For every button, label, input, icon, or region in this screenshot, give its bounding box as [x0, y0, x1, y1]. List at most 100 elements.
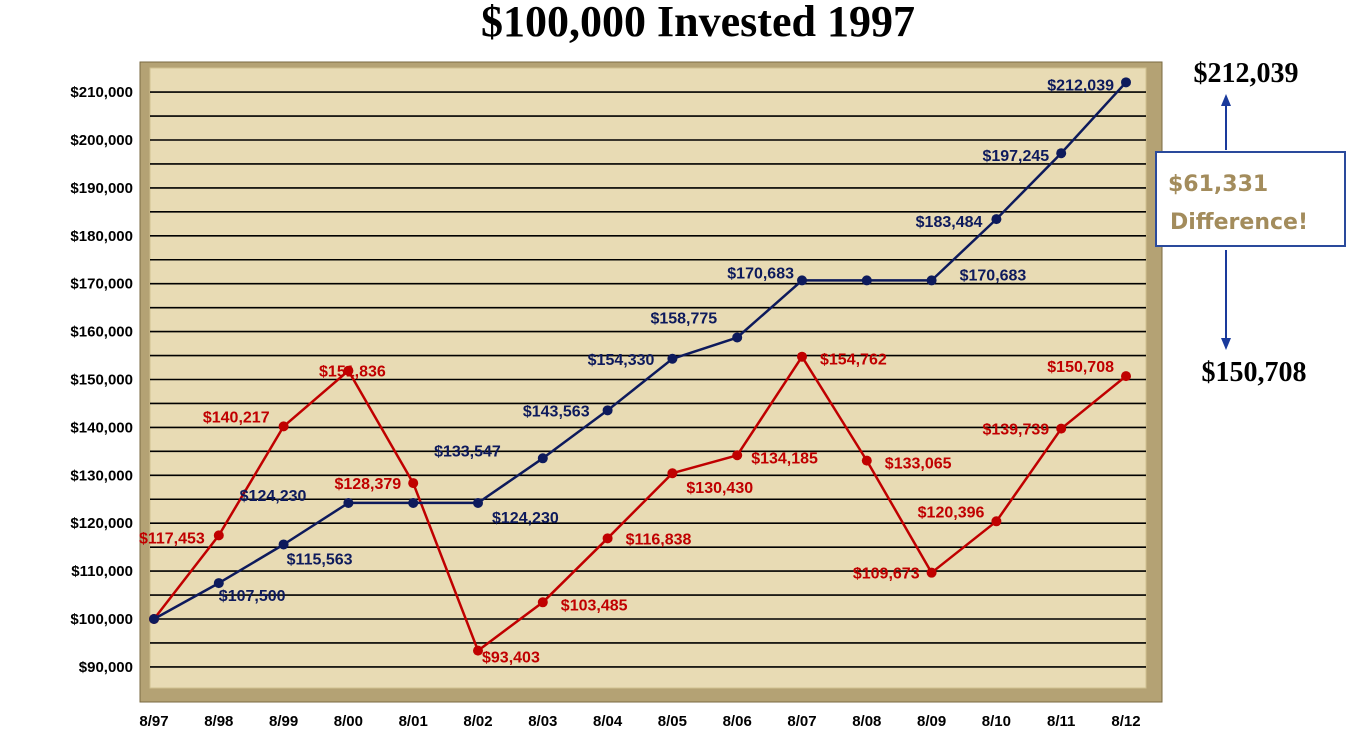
- y-tick-label: $200,000: [70, 132, 133, 149]
- chart-title: $100,000 Invested 1997: [481, 0, 915, 46]
- data-point: [797, 351, 807, 362]
- data-point: [408, 478, 419, 489]
- bottom-end-value: $150,708: [1202, 357, 1307, 388]
- data-label: $143,563: [523, 403, 590, 420]
- data-label: $183,484: [916, 214, 983, 231]
- x-tick-label: 8/06: [723, 713, 752, 730]
- y-tick-label: $150,000: [70, 372, 133, 389]
- data-point: [602, 533, 613, 544]
- data-label: $170,683: [727, 265, 794, 282]
- data-label: $134,185: [751, 450, 818, 467]
- data-labels: $107,500 $115,563 $124,230 $124,230 $133,547…: [139, 77, 1114, 666]
- data-point: [732, 332, 743, 343]
- y-tick-label: $110,000: [71, 563, 133, 580]
- x-tick-label: 8/05: [658, 713, 687, 730]
- data-point: [213, 530, 224, 541]
- data-label: $140,217: [203, 409, 270, 426]
- data-label: $93,403: [482, 650, 540, 667]
- data-point: [1121, 77, 1131, 88]
- data-point: [926, 567, 937, 578]
- series: [149, 77, 1131, 656]
- y-tick-label: $120,000: [70, 515, 133, 532]
- y-tick-label: $130,000: [70, 467, 133, 484]
- data-label: $139,739: [982, 422, 1049, 439]
- top-end-value: $212,039: [1194, 58, 1299, 89]
- data-point: [278, 421, 289, 432]
- data-label: $212,039: [1047, 77, 1114, 94]
- data-point: [667, 468, 678, 479]
- data-label: $133,547: [434, 443, 501, 460]
- data-label: $151,836: [319, 364, 386, 381]
- data-point: [861, 275, 872, 286]
- data-point: [408, 497, 419, 508]
- y-tick-label: $190,000: [70, 180, 133, 197]
- data-point: [473, 497, 483, 508]
- data-point: [926, 275, 937, 286]
- x-tick-label: 8/11: [1047, 713, 1075, 730]
- data-point: [861, 455, 872, 466]
- y-tick-label: $160,000: [70, 324, 133, 341]
- data-point: [1056, 423, 1067, 434]
- series-line: [153, 81, 1127, 621]
- data-label: $158,775: [650, 310, 717, 327]
- data-point: [1056, 148, 1067, 159]
- data-label: $107,500: [219, 588, 286, 605]
- data-label: $103,485: [561, 597, 628, 614]
- data-label: $128,379: [334, 476, 401, 493]
- y-tick-label: $100,000: [70, 611, 133, 628]
- data-label: $197,245: [982, 148, 1049, 165]
- x-tick-label: 8/03: [528, 713, 557, 730]
- gridlines: [150, 91, 1146, 668]
- data-point: [537, 597, 548, 608]
- difference-amount: $61,331: [1168, 172, 1268, 197]
- y-tick-label: $90,000: [79, 659, 133, 676]
- x-tick-label: 8/07: [787, 713, 816, 730]
- data-point: [537, 453, 548, 464]
- data-point: [732, 450, 743, 461]
- data-label: $109,673: [853, 566, 920, 583]
- data-label: $124,230: [492, 510, 559, 527]
- data-label: $120,396: [918, 504, 985, 521]
- x-tick-label: 8/99: [269, 713, 298, 730]
- data-label: $130,430: [686, 480, 753, 497]
- data-point: [343, 365, 354, 376]
- arrow-down-icon: [1221, 250, 1231, 350]
- y-tick-label: $210,000: [70, 84, 133, 101]
- data-point: [213, 578, 224, 589]
- data-point: [473, 645, 483, 656]
- data-label: $154,762: [820, 352, 887, 369]
- data-label: $133,065: [885, 456, 952, 473]
- data-point: [991, 214, 1002, 225]
- x-tick-label: 8/97: [139, 713, 168, 730]
- x-tick-label: 8/09: [917, 713, 946, 730]
- x-tick-label: 8/12: [1111, 713, 1140, 730]
- data-point: [602, 405, 613, 416]
- data-point: [667, 353, 678, 364]
- x-tick-label: 8/00: [334, 713, 363, 730]
- data-point: [1121, 371, 1131, 382]
- difference-box: $61,331 Difference!: [1155, 151, 1346, 247]
- arrow-up-icon: [1221, 94, 1231, 150]
- y-tick-label: $180,000: [70, 228, 133, 245]
- data-point: [797, 275, 807, 286]
- data-label: $154,330: [588, 352, 655, 369]
- data-point: [991, 516, 1002, 527]
- y-tick-label: $170,000: [70, 276, 133, 293]
- x-tick-label: 8/08: [852, 713, 881, 730]
- data-label: $150,708: [1047, 359, 1114, 376]
- y-axis: $90,000 $100,000 $110,000 $120,000 $130,000 $…: [70, 84, 133, 676]
- difference-text: Difference!: [1170, 210, 1308, 235]
- data-point: [343, 497, 354, 508]
- x-axis: 8/97 8/98 8/99 8/00 8/01 8/02 8/03 8/04 8/05 8/06…: [139, 713, 1140, 730]
- y-tick-label: $140,000: [70, 419, 133, 436]
- data-label: $170,683: [960, 267, 1027, 284]
- data-label: $117,453: [139, 530, 205, 547]
- x-tick-label: 8/04: [593, 713, 623, 730]
- data-point: [149, 614, 159, 624]
- x-tick-label: 8/02: [463, 713, 492, 730]
- data-label: $115,563: [287, 551, 353, 568]
- data-label: $124,230: [240, 488, 307, 505]
- data-point: [278, 539, 289, 550]
- series-line: [153, 355, 1127, 652]
- x-tick-label: 8/98: [204, 713, 233, 730]
